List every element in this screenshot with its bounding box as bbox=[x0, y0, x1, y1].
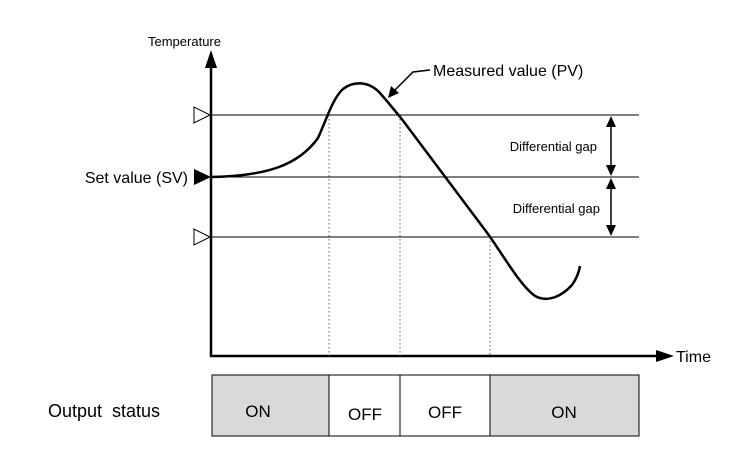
y-axis-arrowhead bbox=[205, 50, 217, 68]
output-segment-2 bbox=[328, 374, 401, 437]
set-value-marker-icon bbox=[194, 169, 211, 185]
y-axis-label: Temperature bbox=[148, 34, 221, 49]
output-segment-1-text: ON bbox=[245, 402, 271, 421]
measured-value-pointer bbox=[393, 69, 431, 92]
measured-value-pointer-arrowhead bbox=[388, 86, 399, 98]
x-axis-arrowhead bbox=[656, 350, 674, 362]
output-segment-2-text: OFF bbox=[348, 405, 382, 424]
output-segment-4-text: ON bbox=[551, 403, 577, 422]
upper-threshold-marker-icon bbox=[193, 106, 212, 124]
output-segment-4 bbox=[489, 374, 640, 437]
lower-gap-arrow-head-top bbox=[606, 178, 616, 189]
upper-gap-label: Differential gap bbox=[510, 139, 597, 154]
output-segment-3 bbox=[399, 374, 491, 437]
x-axis-label: Time bbox=[676, 349, 711, 366]
set-value-label: Set value (SV) bbox=[85, 170, 188, 187]
measured-value-curve bbox=[210, 82, 582, 301]
lower-gap-label: Differential gap bbox=[513, 201, 600, 216]
upper-gap-arrow-head-top bbox=[606, 116, 616, 127]
upper-gap-arrow-head-bottom bbox=[606, 165, 616, 176]
lower-threshold-marker-icon bbox=[193, 228, 212, 246]
output-status-label: Output status bbox=[48, 401, 160, 421]
output-segment-3-text: OFF bbox=[428, 403, 462, 422]
lower-gap-arrow-head-bottom bbox=[606, 225, 616, 236]
measured-value-label: Measured value (PV) bbox=[433, 63, 583, 80]
